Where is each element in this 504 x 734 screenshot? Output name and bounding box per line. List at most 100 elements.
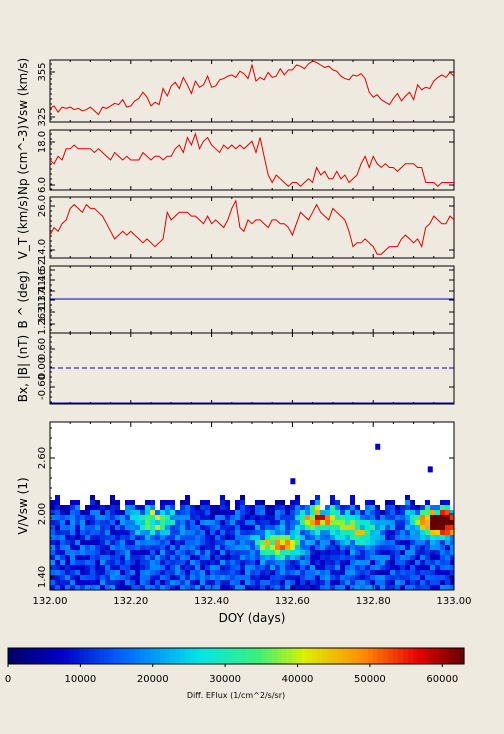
spectrogram-cell — [140, 560, 145, 565]
spectrogram-cell — [315, 555, 320, 560]
spectrogram-cell — [160, 550, 165, 555]
colorbar-segment — [327, 648, 333, 664]
spectrogram-cell — [125, 540, 130, 545]
spectrogram-cell — [270, 575, 275, 580]
spectrogram-cell — [340, 575, 345, 580]
spectrogram-cell — [275, 535, 280, 540]
colorbar-segment — [241, 648, 247, 664]
spectrogram-cell — [285, 575, 290, 580]
spectrogram-cell — [145, 525, 150, 530]
spectrogram-cell — [425, 510, 430, 515]
spectrogram-cell — [415, 565, 420, 570]
spectrogram-cell — [360, 520, 365, 525]
spectrogram-cell — [315, 550, 320, 555]
spectrogram-cell — [335, 550, 340, 555]
spectrogram-cell — [375, 535, 380, 540]
spectrogram-cell — [65, 555, 70, 560]
spectrogram-cell — [60, 560, 65, 565]
spectrogram-cell — [375, 555, 380, 560]
spectrogram-cell — [130, 540, 135, 545]
spectrogram-cell — [140, 570, 145, 575]
spectrogram-cell — [210, 570, 215, 575]
spectrogram-cell — [155, 510, 160, 515]
spectrogram-cell — [245, 525, 250, 530]
spectrogram-cell — [285, 505, 290, 510]
spectrogram-cell — [70, 515, 75, 520]
spectrogram-cell — [150, 520, 155, 525]
spectrogram-cell — [155, 580, 160, 585]
spectrogram-cell — [270, 565, 275, 570]
spectrogram-cell — [145, 575, 150, 580]
spectrogram-cell — [255, 550, 260, 555]
spectrogram-cell — [50, 505, 55, 510]
spectrogram-cell — [195, 505, 200, 510]
spectrogram-cell — [295, 570, 300, 575]
spectrogram-cell — [230, 530, 235, 535]
spectrogram-cell — [165, 530, 170, 535]
spectrogram-cell — [80, 520, 85, 525]
spectrogram-cell — [440, 575, 445, 580]
spectrogram-cell — [75, 570, 80, 575]
spectrogram-cell — [70, 510, 75, 515]
spectrogram-cell — [210, 585, 215, 590]
spectrogram-cell — [80, 540, 85, 545]
spectrogram-cell — [120, 525, 125, 530]
spectrogram-outlier — [427, 466, 433, 473]
spectrogram-cell — [115, 520, 120, 525]
spectrogram-cell — [70, 505, 75, 510]
spectrogram-cell — [265, 555, 270, 560]
spectrogram-cell — [430, 515, 435, 520]
spectrogram-cell — [180, 555, 185, 560]
spectrogram-cell — [375, 540, 380, 545]
spectrogram-cell — [280, 500, 285, 505]
spectrogram-cell — [110, 530, 115, 535]
spectrogram-cell — [160, 565, 165, 570]
spectrogram-cell — [55, 530, 60, 535]
colorbar-segment — [367, 648, 374, 664]
spectrogram-cell — [420, 520, 425, 525]
spectrogram-cell — [105, 585, 110, 590]
colorbar-segment — [180, 648, 186, 664]
spectrogram-cell — [345, 530, 350, 535]
spectrogram-cell — [280, 545, 285, 550]
spectrogram-cell — [165, 570, 170, 575]
spectrogram-cell — [305, 550, 310, 555]
spectrogram-cell — [105, 580, 110, 585]
spectrogram-cell — [345, 525, 350, 530]
spectrogram-cell — [370, 550, 375, 555]
spectrogram-cell — [405, 505, 410, 510]
spectrogram-cell — [350, 530, 355, 535]
spectrogram-cell — [370, 540, 375, 545]
colorbar-tick-label: 20000 — [137, 674, 169, 685]
spectrogram-cell — [160, 525, 165, 530]
spectrogram-cell — [60, 555, 65, 560]
colorbar-segment — [139, 648, 146, 664]
spectrogram-cell — [155, 550, 160, 555]
spectrogram-cell — [115, 555, 120, 560]
spectrogram-cell — [385, 545, 390, 550]
y-tick-label: 1.31 — [37, 301, 48, 323]
spectrogram-cell — [425, 570, 430, 575]
spectrogram-cell — [125, 500, 130, 505]
spectrogram-cell — [190, 525, 195, 530]
spectrogram-cell — [420, 550, 425, 555]
spectrogram-cell — [325, 510, 330, 515]
spectrogram-cell — [300, 545, 305, 550]
y-tick-label: 26.0 — [37, 195, 48, 217]
spectrogram-cell — [185, 555, 190, 560]
spectrogram-cell — [320, 555, 325, 560]
colorbar-segment — [317, 648, 323, 664]
spectrogram-cell — [375, 550, 380, 555]
spectrogram-cell — [255, 580, 260, 585]
spectrogram-cell — [75, 580, 80, 585]
spectrogram-cell — [235, 520, 240, 525]
spectrogram-cell — [90, 550, 95, 555]
spectrogram-cell — [420, 570, 425, 575]
spectrogram-cell — [250, 520, 255, 525]
spectrogram-cell — [215, 580, 220, 585]
spectrogram-cell — [250, 540, 255, 545]
y-tick-label: 0.00 — [37, 357, 48, 379]
spectrogram-cell — [115, 565, 120, 570]
spectrogram-cell — [155, 525, 160, 530]
spectrogram-cell — [210, 505, 215, 510]
